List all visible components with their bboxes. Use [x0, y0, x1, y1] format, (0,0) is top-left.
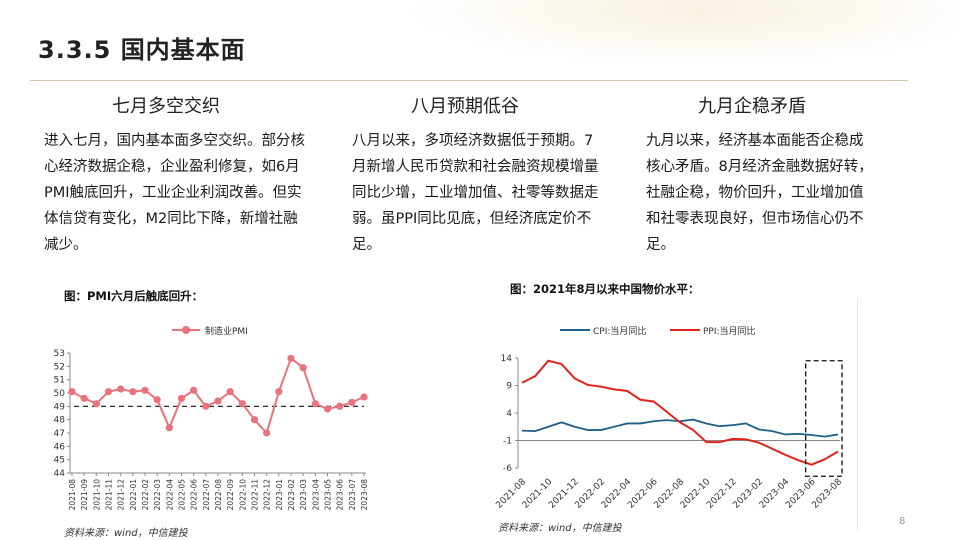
pmi-y-tick-label: 52: [54, 362, 65, 372]
price-chart: CPI:当月同比 PPI:当月同比1494-1-62021-082021-1020…: [494, 325, 844, 511]
pmi-y-tick-label: 53: [54, 349, 65, 359]
pmi-x-tick-label: 2023-04: [311, 479, 320, 511]
column-2-text: 八月以来，多项经济数据低于预期。7月新增人民币贷款和社会融资规模增量同比少增，工…: [352, 133, 599, 253]
pmi-data-point: [68, 388, 76, 396]
pmi-legend-label: 制造业PMI: [205, 325, 248, 337]
price-y-tick-label: 4: [506, 409, 512, 419]
pmi-x-tick-label: 2022-08: [214, 479, 223, 511]
pmi-x-tick-label: 2023-05: [324, 479, 333, 511]
pmi-y-tick-label: 50: [54, 389, 66, 399]
pmi-data-point: [80, 394, 88, 402]
pmi-data-point: [177, 394, 186, 402]
pmi-y-tick-label: 49: [54, 402, 66, 412]
figure-1-source: 资料来源：wind，中信建投: [64, 528, 188, 539]
pmi-data-point: [226, 388, 234, 396]
pmi-data-point: [202, 402, 210, 410]
column-3-heading: 九月企稳矛盾: [698, 96, 806, 117]
figure-2-source: 资料来源：wind，中信建投: [498, 523, 622, 534]
pmi-x-tick-label: 2022-11: [251, 479, 260, 511]
pmi-x-tick-label: 2023-01: [275, 479, 284, 511]
pmi-x-tick-label: 2023-03: [299, 479, 308, 511]
pmi-data-point: [287, 354, 295, 362]
pmi-data-point: [214, 397, 222, 405]
pmi-data-point: [117, 385, 125, 393]
pmi-y-tick-label: 47: [54, 429, 65, 439]
pmi-data-point: [263, 429, 271, 437]
pmi-data-point: [238, 400, 246, 408]
pmi-x-tick-label: 2021-09: [80, 479, 89, 511]
pmi-x-tick-label: 2023-07: [348, 479, 357, 511]
price-y-tick-label: 9: [506, 382, 512, 392]
column-1-heading: 七月多空交织: [112, 96, 220, 117]
pmi-data-point: [311, 400, 319, 408]
pmi-x-tick-label: 2022-10: [238, 479, 247, 511]
ppi-series-line: [521, 359, 839, 466]
column-3-text: 九月以来，经济基本面能否企稳成核心矛盾。8月经济金融数据好转，社融企稳，物价回升…: [646, 133, 873, 253]
pmi-x-tick-label: 2022-07: [202, 479, 211, 511]
pmi-x-tick-label: 2022-06: [190, 479, 199, 511]
price-y-tick-label: -6: [503, 464, 512, 474]
pmi-data-point: [360, 393, 368, 401]
page-number: 8: [899, 516, 906, 527]
pmi-x-tick-label: 2021-08: [68, 479, 77, 511]
price-y-tick-label: 14: [501, 354, 513, 364]
pmi-x-tick-label: 2023-02: [287, 479, 296, 511]
pmi-data-point: [348, 398, 356, 406]
pmi-data-point: [153, 396, 161, 404]
column-1-text: 进入七月，国内基本面多空交织。部分核心经济数据企稳，企业盈利修复，如6月PMI触…: [44, 133, 305, 253]
pmi-x-tick-label: 2023-08: [360, 479, 369, 511]
pmi-x-tick-label: 2021-12: [117, 479, 126, 511]
pmi-data-point: [275, 388, 283, 396]
pmi-x-tick-label: 2022-04: [165, 479, 174, 511]
page-title: 3.3.5 国内基本面: [38, 36, 246, 64]
pmi-y-tick-label: 45: [54, 456, 65, 466]
pmi-data-point: [250, 416, 259, 424]
pmi-y-tick-label: 51: [54, 376, 65, 386]
figure-1-caption: 图：PMI六月后触底回升：: [64, 289, 204, 303]
pmi-x-tick-label: 2022-03: [153, 479, 162, 511]
pmi-x-tick-label: 2022-01: [129, 479, 138, 511]
header-glow: [0, 0, 960, 80]
pmi-x-tick-label: 2022-05: [178, 479, 187, 511]
pmi-x-tick-label: 2021-11: [105, 479, 114, 511]
pmi-x-tick-label: 2023-06: [336, 479, 345, 511]
pmi-y-tick-label: 46: [54, 442, 66, 452]
pmi-data-point: [336, 402, 344, 410]
pmi-data-point: [141, 386, 149, 394]
pmi-y-tick-label: 44: [54, 469, 66, 479]
ppi-legend-label: PPI:当月同比: [703, 325, 756, 337]
pmi-data-point: [190, 386, 198, 394]
pmi-data-point: [104, 388, 113, 396]
pmi-series-line: [71, 356, 365, 435]
cpi-legend-label: CPI:当月同比: [593, 325, 646, 337]
column-2-heading: 八月预期低谷: [411, 96, 519, 117]
pmi-data-point: [323, 405, 332, 413]
pmi-chart: 制造业PMI 44 45 46 47 48 49 50 51 52 53 2021-08 2021-09…: [54, 325, 369, 511]
pmi-x-tick-label: 2022-12: [263, 479, 272, 511]
pmi-y-tick-label: 48: [54, 416, 66, 426]
pmi-data-point: [165, 424, 173, 432]
pmi-data-point: [299, 364, 307, 372]
title-divider: [30, 80, 908, 81]
panel-divider: [857, 298, 858, 530]
pmi-x-tick-label: 2022-02: [141, 479, 150, 511]
pmi-data-point: [92, 400, 100, 408]
figure-2-caption: 图：2021年8月以来中国物价水平：: [510, 282, 700, 296]
pmi-data-point: [129, 388, 137, 396]
pmi-legend-marker: [182, 326, 190, 334]
highlight-box: [805, 360, 843, 477]
pmi-x-tick-label: 2022-09: [226, 479, 235, 511]
pmi-x-tick-label: 2021-10: [92, 479, 101, 511]
price-y-tick-label: -1: [503, 437, 512, 447]
